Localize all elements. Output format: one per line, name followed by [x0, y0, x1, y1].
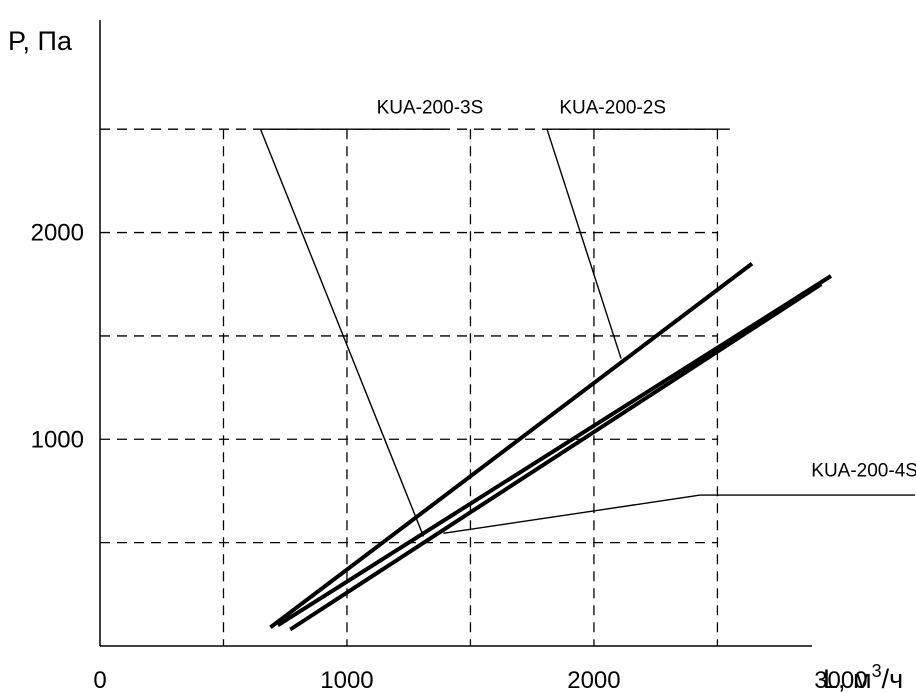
axes: [99, 20, 812, 647]
grid-lines: [100, 128, 719, 646]
annotation-label-kua-200-2s: KUA-200-2S: [559, 98, 666, 119]
series-line-kua-200-2s: [269, 262, 754, 629]
annotation-label-kua-200-4s: KUA-200-4S: [811, 460, 916, 481]
annotation-leader-kua-200-4s: [443, 494, 701, 535]
annotation-leader-kua-200-2s: [546, 128, 622, 359]
x-axis-label-sup: 3: [872, 661, 882, 681]
annotation-label-kua-200-3s: KUA-200-3S: [377, 98, 484, 119]
series-line-kua-200-3s: [289, 282, 823, 632]
x-axis-label-tail: /ч: [882, 664, 904, 693]
x-tick-label-2000: 2000: [567, 667, 620, 693]
y-tick-label-2000: 2000: [31, 220, 84, 247]
x-axis-label: L, м3/ч: [823, 661, 903, 693]
x-tick-label-3000: 3000: [814, 667, 867, 693]
x-tick-label-0: 0: [93, 667, 106, 693]
y-tick-label-1000: 1000: [31, 426, 84, 453]
series-line-kua-200-4s: [276, 274, 833, 627]
x-axis-label-main: L, м: [823, 664, 872, 693]
series-annotations: KUA-200-3S KUA-200-2S KUA-200-4S: [259, 98, 916, 537]
y-axis-label: P, Па: [8, 26, 73, 56]
series-lines: [269, 262, 833, 632]
x-tick-label-1000: 1000: [320, 667, 373, 693]
tick-labels: 0 1000 2000 3000 1000 2000: [31, 220, 868, 693]
annotation-leader-kua-200-3s: [259, 128, 425, 537]
